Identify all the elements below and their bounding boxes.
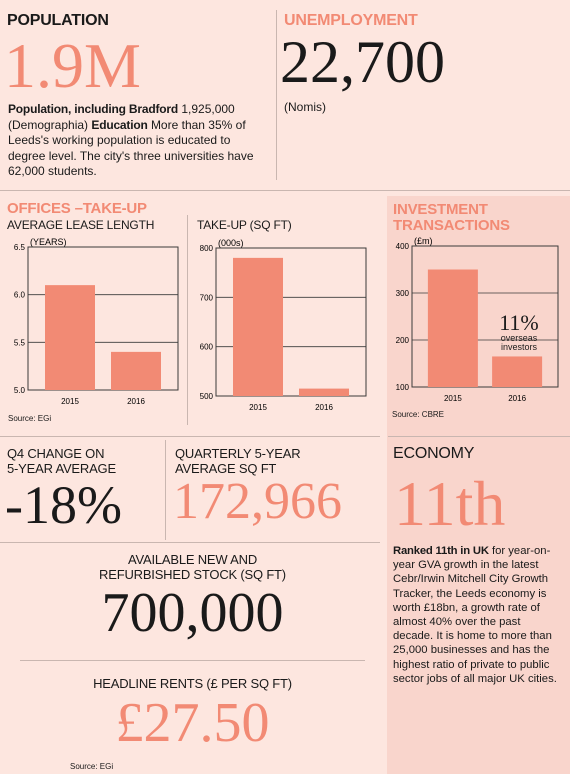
population-line-source: (Demographia) xyxy=(8,117,89,132)
rents-source: Source: EGi xyxy=(70,762,114,771)
y-tick-label: 100 xyxy=(396,383,410,392)
bar-2015 xyxy=(427,269,478,387)
investment-title: INVESTMENT TRANSACTIONS xyxy=(393,201,510,234)
population-title: POPULATION xyxy=(7,12,109,29)
offices-chart-divider xyxy=(187,215,188,425)
overseas-value: 11% xyxy=(499,310,539,335)
x-tick-label: 2015 xyxy=(444,394,462,403)
plot-frame xyxy=(215,247,367,397)
economy-divider xyxy=(388,436,570,437)
q4-divider xyxy=(165,440,166,540)
x-tick-label: 2016 xyxy=(315,403,333,412)
population-line-label: Population, including Bradford xyxy=(8,102,178,116)
economy-value: 11th xyxy=(394,468,506,539)
y-tick-label: 300 xyxy=(396,289,410,298)
economy-body: for year-on-year GVA growth in the lates… xyxy=(393,545,557,685)
population-text: Population, including Bradford 1,925,000… xyxy=(8,102,270,180)
education-text: More than 35% of Leeds's working populat… xyxy=(8,117,254,179)
x-tick-label: 2015 xyxy=(249,403,267,412)
x-tick-label: 2016 xyxy=(508,394,526,403)
investment-chart: (£m) 400 300 200 100 2015 2016 xyxy=(396,236,559,403)
y-unit-label: (000s) xyxy=(218,238,244,248)
section-divider-1 xyxy=(0,190,570,191)
bar-2016 xyxy=(492,356,543,387)
education-label: Education xyxy=(91,117,148,132)
y-unit-label: (YEARS) xyxy=(30,237,67,247)
bar-2016 xyxy=(111,351,161,390)
y-tick-label: 400 xyxy=(396,242,410,251)
overseas-annotation: 11% overseas investors xyxy=(488,312,550,352)
offices-title: OFFICES –TAKE-UP xyxy=(7,200,147,217)
x-tick-label: 2016 xyxy=(127,397,145,406)
offices-source: Source: EGi xyxy=(8,414,52,423)
y-tick-label: 500 xyxy=(200,392,214,401)
population-value: 1.9M xyxy=(4,30,141,101)
q4-value: -18% xyxy=(5,475,122,535)
y-tick-label: 800 xyxy=(200,244,214,253)
takeup-chart: (000s) 800 700 600 500 2015 2016 xyxy=(200,238,367,412)
plot-frame xyxy=(27,246,179,391)
lease-length-chart: (YEARS) 6.5 6.0 5.5 5.0 2015 2016 xyxy=(14,237,179,406)
top-divider-vertical xyxy=(276,10,277,180)
y-tick-label: 6.5 xyxy=(14,243,26,252)
y-tick-label: 6.0 xyxy=(14,291,26,300)
y-tick-label: 5.5 xyxy=(14,338,26,347)
stock-title: AVAILABLE NEW AND REFURBISHED STOCK (SQ … xyxy=(99,552,286,582)
investment-panel-bg xyxy=(387,196,570,774)
unemployment-source: (Nomis) xyxy=(284,100,326,114)
quarterly-title: QUARTERLY 5-YEAR AVERAGE SQ FT xyxy=(175,446,301,476)
economy-title: ECONOMY xyxy=(393,445,475,462)
investment-source: Source: CBRE xyxy=(392,410,445,419)
economy-text: Ranked 11th in UK for year-on-year GVA g… xyxy=(393,544,563,686)
stock-value: 700,000 xyxy=(101,582,284,644)
y-tick-label: 600 xyxy=(200,343,214,352)
rents-title: HEADLINE RENTS (£ PER SQ FT) xyxy=(93,676,292,691)
y-tick-label: 700 xyxy=(200,293,214,302)
plot-frame xyxy=(411,245,559,388)
bar-2016 xyxy=(299,388,349,396)
section-divider-4 xyxy=(20,660,365,661)
population-line-value: 1,925,000 xyxy=(181,102,235,116)
section-divider-2 xyxy=(0,436,380,437)
y-unit-label: (£m) xyxy=(414,236,433,246)
rents-value: £27.50 xyxy=(115,692,270,754)
takeup-title: TAKE-UP (SQ FT) xyxy=(197,218,292,232)
x-tick-label: 2015 xyxy=(61,397,79,406)
economy-lead: Ranked 11th in UK xyxy=(393,545,489,557)
bar-2015 xyxy=(233,257,283,396)
lease-title: AVERAGE LEASE LENGTH xyxy=(7,218,155,232)
unemployment-value: 22,700 xyxy=(280,29,445,95)
bar-2015 xyxy=(45,285,95,390)
q4-title: Q4 CHANGE ON 5-YEAR AVERAGE xyxy=(7,446,116,476)
section-divider-3 xyxy=(0,542,380,543)
unemployment-title: UNEMPLOYMENT xyxy=(284,12,418,29)
y-tick-label: 200 xyxy=(396,336,410,345)
y-tick-label: 5.0 xyxy=(14,386,26,395)
overseas-text-2: investors xyxy=(500,342,537,352)
quarterly-value: 172,966 xyxy=(173,473,342,530)
overseas-text-1: overseas xyxy=(500,333,538,343)
